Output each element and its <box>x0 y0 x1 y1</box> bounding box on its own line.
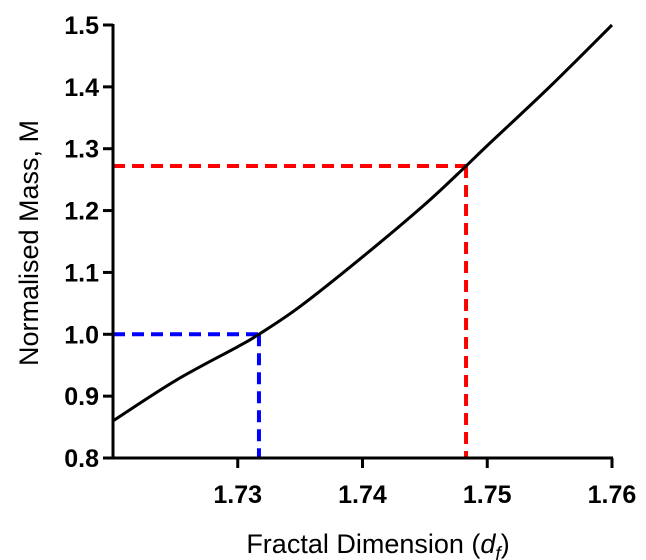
x-axis-title: Fractal Dimension (df) <box>246 529 509 560</box>
x-axis-title-symbol: d <box>480 529 496 559</box>
reference-lines <box>113 164 469 458</box>
x-tick-label-2: 1.75 <box>463 481 512 509</box>
x-tick-label-1: 1.74 <box>338 481 387 509</box>
y-axis-title: Normalised Mass, M <box>14 120 44 366</box>
x-tick-label-0: 1.73 <box>213 481 262 509</box>
x-axis-title-text: Fractal Dimension ( <box>246 529 480 559</box>
y-tick-label-1: 0.9 <box>64 383 99 411</box>
tick-labels: 0.8 0.9 1.0 1.1 1.2 1.3 1.4 1.5 1.73 1.74 1.75 1.76 <box>64 12 636 509</box>
x-axis-title-subscript: f <box>495 544 502 560</box>
x-axis-title-suffix: ) <box>501 529 510 559</box>
y-tick-label-3: 1.1 <box>64 259 99 287</box>
y-tick-label-6: 1.4 <box>64 74 99 102</box>
y-tick-label-4: 1.2 <box>64 198 99 226</box>
y-tick-label-2: 1.0 <box>64 321 99 349</box>
axes <box>103 23 614 468</box>
y-tick-label-5: 1.3 <box>64 136 99 164</box>
y-tick-label-0: 0.8 <box>64 445 99 473</box>
series-layer <box>112 23 614 423</box>
x-tick-label-3: 1.76 <box>588 481 637 509</box>
series-line-0 <box>112 23 614 423</box>
y-tick-label-7: 1.5 <box>64 12 99 40</box>
